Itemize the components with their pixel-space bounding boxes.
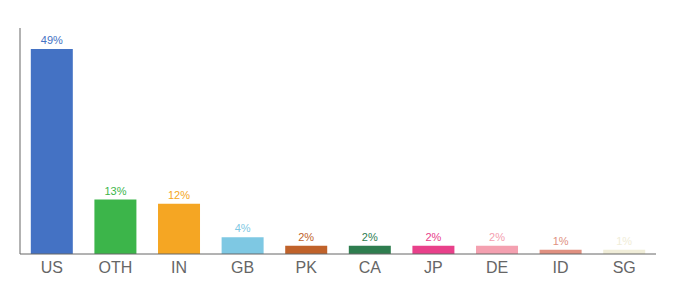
svg-text:2%: 2% (425, 231, 441, 243)
svg-text:13%: 13% (104, 185, 126, 197)
svg-text:49%: 49% (41, 34, 63, 46)
svg-text:2%: 2% (298, 231, 314, 243)
svg-text:GB: GB (231, 259, 254, 276)
svg-text:PK: PK (296, 259, 318, 276)
svg-text:1%: 1% (553, 235, 569, 247)
svg-text:US: US (41, 259, 63, 276)
svg-text:2%: 2% (362, 231, 378, 243)
svg-text:IN: IN (171, 259, 187, 276)
svg-text:DE: DE (486, 259, 508, 276)
svg-text:4%: 4% (235, 222, 251, 234)
svg-text:SG: SG (613, 259, 636, 276)
svg-text:JP: JP (424, 259, 443, 276)
svg-text:CA: CA (359, 259, 382, 276)
svg-text:OTH: OTH (99, 259, 133, 276)
svg-text:1%: 1% (616, 235, 632, 247)
svg-text:2%: 2% (489, 231, 505, 243)
svg-text:ID: ID (553, 259, 569, 276)
svg-text:12%: 12% (168, 189, 190, 201)
